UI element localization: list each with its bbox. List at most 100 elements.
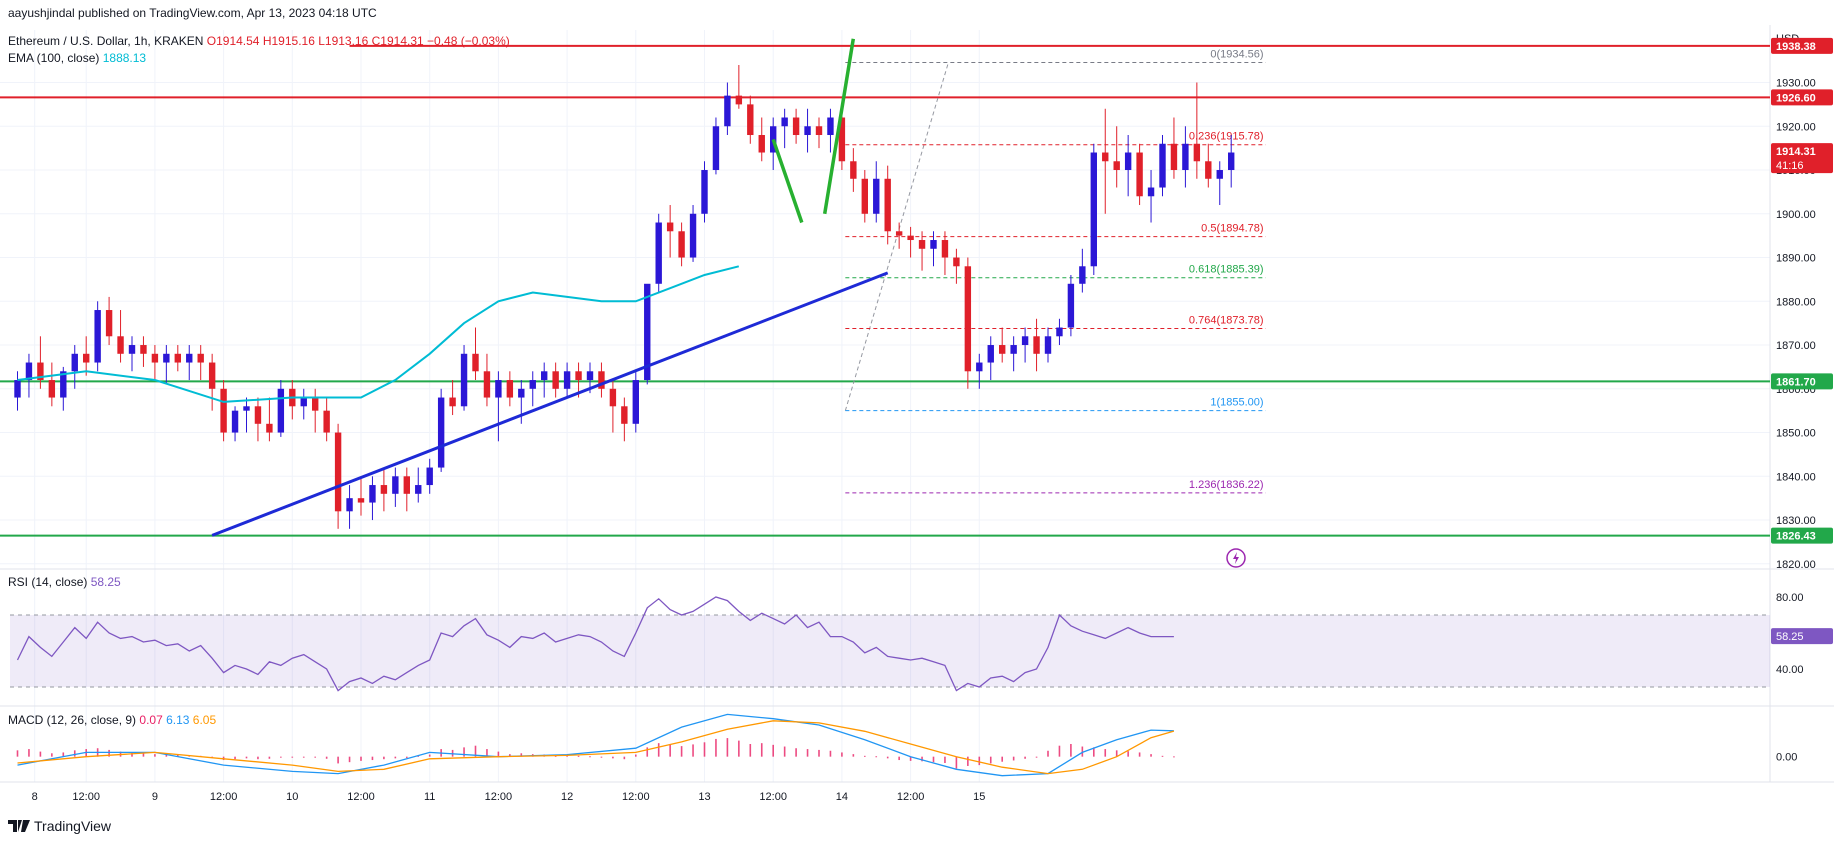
- y-tick-label: 1820.00: [1776, 559, 1816, 571]
- macd-hist-bar: [142, 753, 145, 757]
- candle-body: [1205, 161, 1212, 179]
- fibonacci-retracement[interactable]: 0(1934.56) 0.236(1915.78) 0.5(1894.78) 0.61…: [844, 49, 1266, 494]
- macd-hist-bar: [864, 755, 866, 757]
- candle-body: [999, 345, 1006, 354]
- y-tick-label: 1890.00: [1776, 253, 1816, 265]
- ema-label: EMA (100, close): [8, 51, 100, 65]
- ema-value: 1888.13: [102, 51, 147, 65]
- macd-hist-bar: [783, 746, 786, 757]
- candle-body: [426, 467, 433, 486]
- macd-hist-bar: [257, 756, 259, 760]
- candle-body: [48, 380, 56, 398]
- macd-value: 6.13: [166, 713, 190, 727]
- projection-arrow: [771, 138, 804, 224]
- fib-level-label: 0.764(1873.78): [1189, 314, 1264, 326]
- macd-hist-bar: [165, 754, 168, 757]
- candle-body: [1228, 152, 1235, 171]
- candle-body: [1010, 345, 1017, 354]
- candle-body: [231, 410, 239, 433]
- candle-body: [1147, 187, 1155, 197]
- price-badge-label: 1938.38: [1776, 41, 1816, 53]
- rsi-legend[interactable]: RSI (14, close) 58.25: [8, 575, 121, 589]
- candle-body: [300, 397, 307, 407]
- candle-body: [735, 95, 743, 105]
- macd-hist-bar: [371, 756, 374, 761]
- macd-hist-bar: [1012, 756, 1015, 761]
- price-badge: [1771, 89, 1833, 106]
- macd-hist-bar: [234, 756, 236, 760]
- rsi-value-badge: [1771, 628, 1833, 645]
- price-badge: [1771, 373, 1833, 390]
- macd-hist-bar: [428, 754, 431, 757]
- macd-hist-bar: [1035, 756, 1038, 758]
- macd-hist-bar: [39, 751, 42, 757]
- symbol-legend[interactable]: Ethereum / U.S. Dollar, 1h, KRAKEN O1914…: [8, 34, 510, 48]
- candle-body: [37, 362, 44, 381]
- price-badge-label: 1861.70: [1776, 376, 1816, 388]
- candle-body: [323, 410, 330, 433]
- candle-body: [277, 388, 285, 433]
- fib-level-label: 0.618(1885.39): [1189, 264, 1264, 276]
- candle-body: [884, 178, 891, 232]
- price-badge: [1771, 527, 1833, 544]
- macd-hist-bar: [715, 738, 717, 757]
- x-tick-label: 12:00: [210, 791, 238, 803]
- lightning-icon[interactable]: [1226, 548, 1246, 568]
- symbol-name: Ethereum / U.S. Dollar, 1h, KRAKEN: [8, 34, 204, 48]
- macd-hist-bar: [749, 744, 752, 757]
- candle-body: [449, 397, 456, 407]
- candle-body: [1136, 152, 1143, 197]
- macd-hist-bar: [589, 756, 591, 758]
- candle-body: [861, 178, 868, 214]
- x-tick-label: 12: [561, 791, 573, 803]
- candle-body: [163, 353, 170, 363]
- candle-body: [941, 240, 949, 258]
- macd-hist-bar: [280, 756, 282, 758]
- y-tick-label: 1830.00: [1776, 515, 1816, 527]
- candle-body: [918, 240, 926, 249]
- ema-legend[interactable]: EMA (100, close) 1888.13: [8, 51, 146, 65]
- y-tick-label: 1870.00: [1776, 340, 1816, 352]
- y-tick-label: 1930.00: [1776, 78, 1816, 90]
- macd-hist-bar: [852, 754, 855, 757]
- drawings[interactable]: [211, 38, 889, 537]
- x-tick-label: 13: [698, 791, 710, 803]
- macd-hist-bar: [108, 749, 110, 757]
- macd-hist-bar: [1070, 744, 1072, 757]
- candle-body: [792, 117, 800, 136]
- macd-hist-bar: [829, 750, 832, 757]
- candle-body: [678, 231, 685, 258]
- candle-body: [586, 371, 594, 381]
- rsi-band-fill: [10, 615, 1770, 687]
- macd-hist-bar: [921, 756, 923, 762]
- rsi-value: 58.25: [90, 575, 121, 589]
- candle-body: [1182, 143, 1189, 171]
- macd-hist-bar: [16, 750, 19, 757]
- x-tick-label: 9: [152, 791, 158, 803]
- tradingview-logo[interactable]: TradingView: [8, 818, 111, 834]
- macd-legend[interactable]: MACD (12, 26, close, 9) 0.07 6.13 6.05: [8, 713, 216, 727]
- macd-hist-bar: [898, 756, 900, 761]
- price-badge: [1771, 143, 1833, 174]
- macd-hist-bar: [520, 753, 523, 757]
- candle-body: [25, 362, 33, 381]
- macd-hist-bar: [337, 756, 339, 764]
- candle-body: [1090, 152, 1097, 267]
- tradingview-logo-icon: [8, 820, 30, 832]
- candle-body: [60, 371, 67, 398]
- rsi-tick-label: 80.00: [1776, 592, 1804, 604]
- candle-body: [1170, 143, 1178, 171]
- price-badge-label: 1926.60: [1776, 92, 1816, 104]
- projection-arrow: [822, 38, 856, 215]
- candle-body: [930, 240, 937, 249]
- macd-hist-bar: [554, 755, 557, 757]
- candle-body: [392, 476, 399, 494]
- candle-body: [220, 388, 227, 433]
- candle-body: [850, 161, 857, 179]
- candle-body: [1193, 143, 1201, 162]
- candles: [14, 65, 1235, 529]
- rsi-band: [10, 614, 1770, 688]
- macd-hist-bar: [325, 756, 328, 759]
- candle-body: [758, 135, 765, 153]
